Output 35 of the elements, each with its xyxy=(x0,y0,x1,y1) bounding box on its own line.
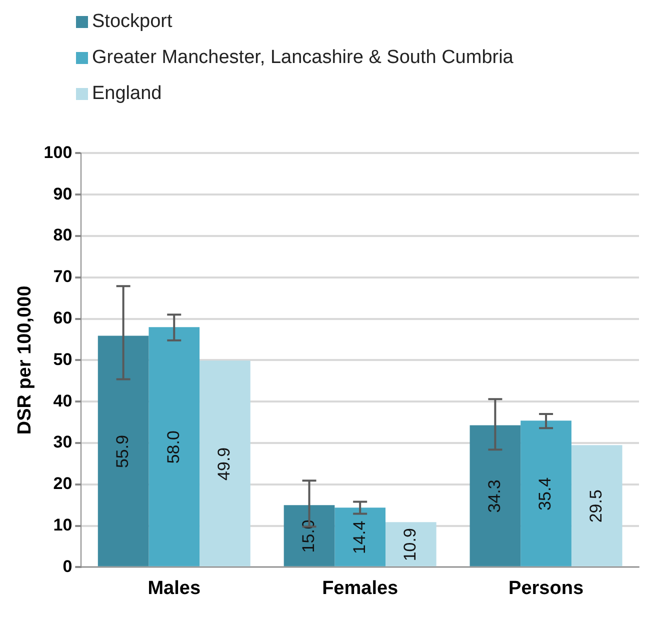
bar xyxy=(284,505,335,566)
y-axis-title: DSR per 100,000 xyxy=(14,286,36,435)
bar xyxy=(385,522,436,566)
y-tick-label: 90 xyxy=(53,184,72,204)
x-tick-label: Males xyxy=(148,578,201,599)
data-label: 35.4 xyxy=(536,477,555,510)
data-label: 55.9 xyxy=(113,434,132,468)
bar xyxy=(571,445,622,566)
data-label: 34.3 xyxy=(484,480,504,513)
y-tick-label: 40 xyxy=(53,391,72,410)
x-tick-label: Females xyxy=(322,578,398,599)
y-tick-label: 30 xyxy=(53,432,72,452)
y-tick-label: 20 xyxy=(53,474,72,494)
bar xyxy=(470,425,521,566)
y-tick-label: 0 xyxy=(62,556,72,576)
y-tick-label: 60 xyxy=(53,308,72,328)
y-tick-label: 80 xyxy=(53,226,72,245)
bar xyxy=(334,508,386,566)
data-label: 58.0 xyxy=(164,430,183,464)
bar xyxy=(98,336,149,566)
legend-label: Stockport xyxy=(92,11,172,33)
y-tick-label: 100 xyxy=(44,142,72,162)
bar xyxy=(520,420,572,566)
data-label: 49.9 xyxy=(214,447,234,480)
bar xyxy=(200,360,250,566)
y-tick-label: 70 xyxy=(53,267,72,286)
y-tick-label: 50 xyxy=(53,350,72,369)
data-label: 29.5 xyxy=(586,490,606,523)
legend-label: Greater Manchester, Lancashire & South Cumbria xyxy=(92,47,514,69)
legend-label: England xyxy=(92,83,162,105)
y-tick-label: 10 xyxy=(53,515,72,534)
data-label: 10.9 xyxy=(400,528,420,562)
x-tick-label: Persons xyxy=(508,578,584,599)
bar xyxy=(148,327,200,566)
data-label: 14.4 xyxy=(350,520,369,554)
